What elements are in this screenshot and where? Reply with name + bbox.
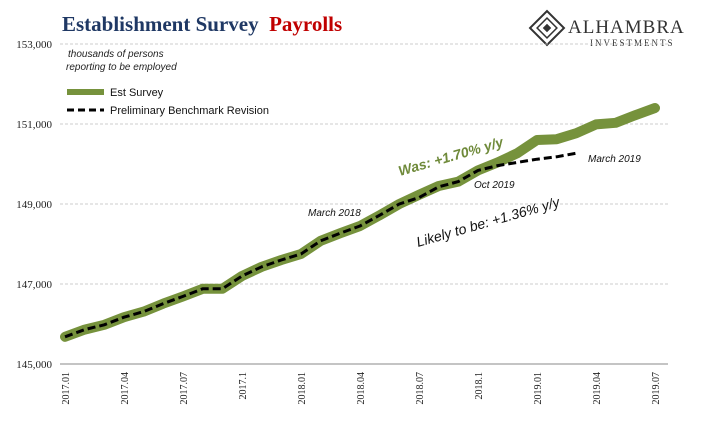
- x-tick-label: 2017.07: [179, 372, 190, 405]
- x-tick-label: 2019.04: [592, 372, 603, 405]
- x-axis-tick-labels: 2017.01 2017.04 2017.07 2017.1 2018.01 2018.0…: [61, 372, 662, 405]
- series-line-benchmark: [64, 151, 577, 339]
- legend: Est Survey Preliminary Benchmark Revisio…: [67, 87, 269, 117]
- x-tick-label: 2019.07: [651, 372, 662, 405]
- chart-title-main: Establishment Survey: [62, 12, 259, 36]
- y-tick-label: 145,000: [16, 359, 52, 371]
- annotation-oct-2019: Oct 2019: [474, 180, 515, 191]
- y-tick-label: 149,000: [16, 199, 52, 211]
- x-tick-label: 2018.1: [474, 372, 485, 400]
- alhambra-logo: ALHAMBRA INVESTMENTS: [528, 9, 685, 48]
- x-tick-label: 2017.1: [238, 372, 249, 400]
- y-tick-label: 151,000: [16, 119, 52, 131]
- chart-title: Establishment Survey Payrolls: [62, 12, 342, 36]
- legend-label-benchmark: Preliminary Benchmark Revision: [110, 105, 269, 117]
- annotation-march-2018: March 2018: [308, 208, 361, 219]
- annotation-march-2019: March 2019: [588, 154, 641, 165]
- unit-note-line2: reporting to be employed: [66, 62, 177, 73]
- x-tick-label: 2018.07: [415, 372, 426, 405]
- diamond-logo-icon: [528, 9, 566, 47]
- x-tick-label: 2017.04: [120, 372, 131, 405]
- y-axis-tick-labels: 145,000 147,000 149,000 151,000 153,000: [16, 39, 52, 371]
- legend-label-est-survey: Est Survey: [110, 87, 164, 99]
- series-line-est-survey: [60, 103, 660, 342]
- x-tick-label: 2019.01: [533, 372, 544, 405]
- x-tick-label: 2018.04: [356, 372, 367, 405]
- logo-sub: INVESTMENTS: [590, 38, 675, 48]
- y-tick-label: 153,000: [16, 39, 52, 51]
- x-tick-label: 2017.01: [61, 372, 72, 405]
- gridlines: [60, 43, 668, 285]
- logo-name: ALHAMBRA: [568, 17, 685, 38]
- y-tick-label: 147,000: [16, 279, 52, 291]
- unit-note-line1: thousands of persons: [68, 49, 164, 60]
- series-group: [60, 103, 660, 342]
- chart-title-accent: Payrolls: [269, 12, 342, 36]
- x-tick-label: 2018.01: [297, 372, 308, 405]
- annotation-likely: Likely to be: +1.36% y/y: [414, 193, 562, 250]
- annotation-was: Was: +1.70% y/y: [396, 133, 506, 179]
